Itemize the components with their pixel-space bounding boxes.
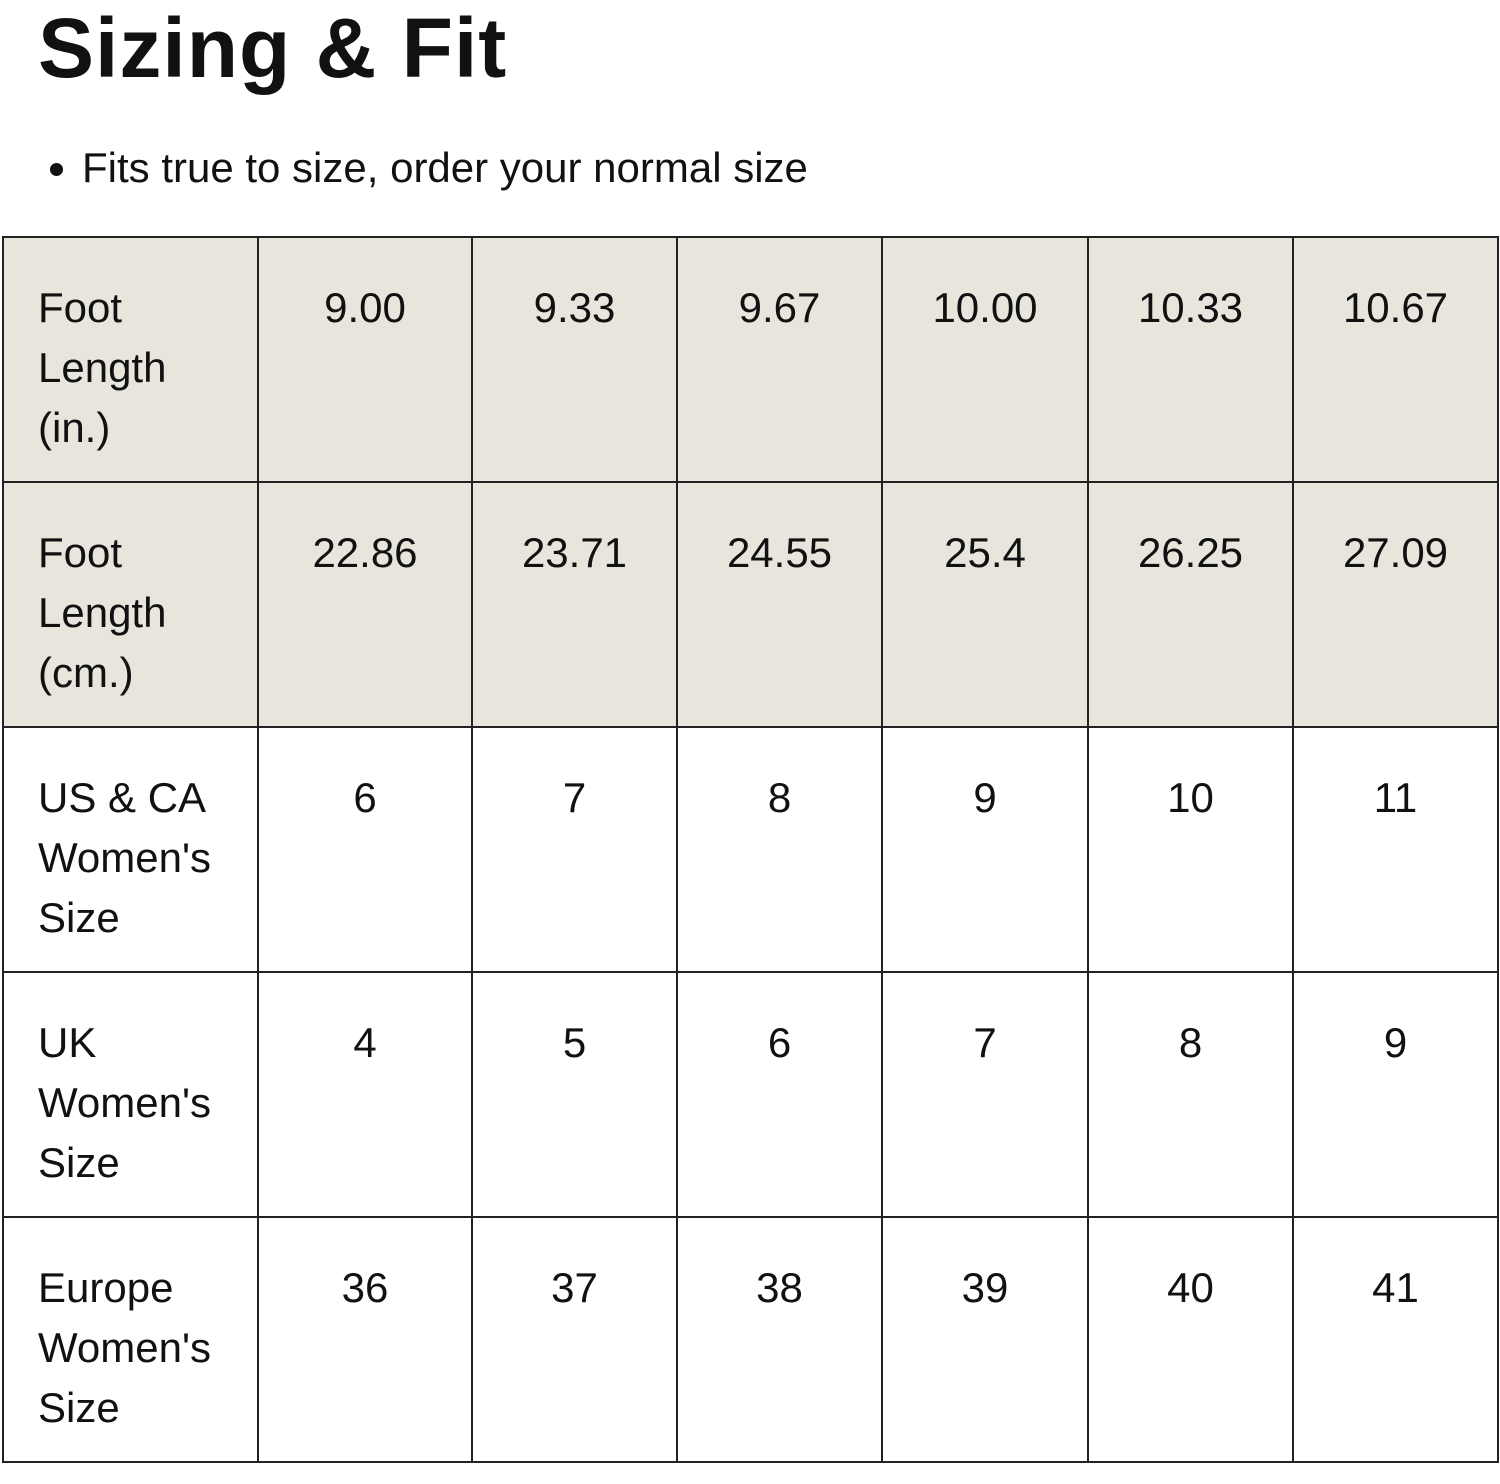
size-cell: 7 [471,726,678,973]
row-label: Europe Women's Size [2,1216,259,1463]
table-row: UK Women's Size 4 5 6 7 8 9 [2,971,1499,1218]
size-cell: 10 [1087,726,1294,973]
size-cell: 40 [1087,1216,1294,1463]
size-cell: 36 [257,1216,473,1463]
size-cell: 6 [257,726,473,973]
size-cell: 23.71 [471,481,678,728]
size-cell: 9.33 [471,236,678,483]
size-cell: 38 [676,1216,883,1463]
size-cell: 7 [881,971,1089,1218]
size-table: Foot Length (in.) 9.00 9.33 9.67 10.00 10.33 1… [2,236,1499,1463]
note-list: Fits true to size, order your normal siz… [40,138,808,198]
row-label: Foot Length (cm.) [2,481,259,728]
table-row: US & CA Women's Size 6 7 8 9 10 11 [2,726,1499,973]
row-label: UK Women's Size [2,971,259,1218]
title: Sizing & Fit [38,1,508,95]
row-label: US & CA Women's Size [2,726,259,973]
size-cell: 9 [881,726,1089,973]
size-cell: 41 [1292,1216,1499,1463]
size-cell: 37 [471,1216,678,1463]
size-cell: 26.25 [1087,481,1294,728]
size-cell: 5 [471,971,678,1218]
size-cell: 9 [1292,971,1499,1218]
size-cell: 4 [257,971,473,1218]
size-cell: 25.4 [881,481,1089,728]
size-cell: 6 [676,971,883,1218]
size-cell: 10.67 [1292,236,1499,483]
size-cell: 11 [1292,726,1499,973]
table-body: Foot Length (in.) 9.00 9.33 9.67 10.00 10.33 1… [2,236,1499,1463]
table-row: Foot Length (cm.) 22.86 23.71 24.55 25.4 26.2… [2,481,1499,728]
size-cell: 24.55 [676,481,883,728]
size-cell: 39 [881,1216,1089,1463]
row-label: Foot Length (in.) [2,236,259,483]
size-cell: 22.86 [257,481,473,728]
note: Fits true to size, order your normal siz… [82,138,808,198]
size-cell: 8 [1087,971,1294,1218]
size-cell: 27.09 [1292,481,1499,728]
size-cell: 10.00 [881,236,1089,483]
table-row: Foot Length (in.) 9.00 9.33 9.67 10.00 10.33 1… [2,236,1499,483]
size-cell: 10.33 [1087,236,1294,483]
table-row: Europe Women's Size 36 37 38 39 40 41 [2,1216,1499,1463]
size-cell: 9.67 [676,236,883,483]
size-cell: 8 [676,726,883,973]
size-cell: 9.00 [257,236,473,483]
